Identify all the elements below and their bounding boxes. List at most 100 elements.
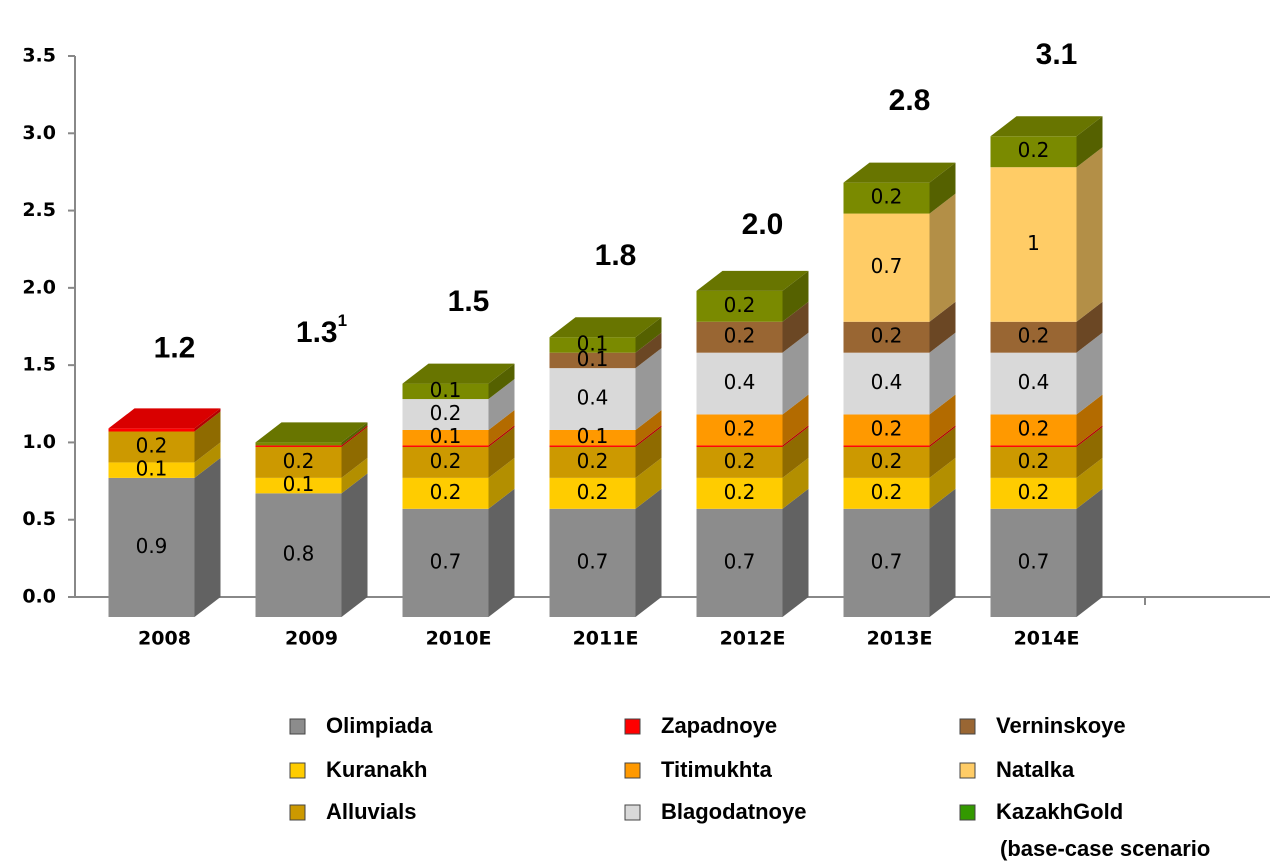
legend-swatch — [959, 718, 976, 735]
legend-label: Blagodatnoye — [661, 799, 806, 824]
legend-swatch — [959, 762, 976, 779]
bar-segment — [990, 446, 1077, 478]
bar-side — [635, 348, 662, 430]
bar-segment — [108, 462, 195, 478]
bar-segment — [549, 429, 636, 446]
bar-side — [488, 379, 515, 430]
data-label: 0.7 — [577, 549, 609, 573]
data-label: 0.2 — [283, 449, 315, 473]
legend-label: Titimukhta — [661, 757, 773, 782]
data-label: 0.4 — [724, 370, 756, 394]
data-label: 0.1 — [577, 347, 609, 371]
bar-side — [635, 332, 662, 369]
bar-segment — [990, 445, 1077, 447]
bar-segment — [696, 477, 783, 509]
total-label: 3.1 — [1036, 38, 1078, 71]
legend-label: Alluvials — [326, 799, 416, 824]
bar-segment — [108, 431, 195, 463]
bar-segment — [843, 352, 930, 415]
bar-segment — [549, 337, 636, 353]
bar-segment — [255, 493, 342, 617]
bar-side — [782, 394, 809, 446]
bar-segment — [549, 508, 636, 617]
bar-segment — [990, 508, 1077, 617]
total-text: 3.1 — [1036, 38, 1078, 71]
legend-note: (base-case scenario — [1000, 836, 1210, 861]
bar-segment — [843, 213, 930, 322]
bar-side — [782, 457, 809, 509]
legend-swatch — [289, 804, 306, 821]
x-tick-label: 2012E — [720, 628, 786, 650]
x-tick-label: 2011E — [573, 628, 639, 650]
total-label: 2.0 — [742, 208, 784, 241]
data-label: 0.4 — [1018, 370, 1050, 394]
bar-segment — [696, 414, 783, 446]
data-label: 0.2 — [871, 449, 903, 473]
bar-segment — [549, 445, 636, 447]
y-tick-label: 2.0 — [22, 276, 56, 298]
legend-label: Olimpiada — [326, 713, 433, 738]
bar-segment — [843, 477, 930, 509]
total-text: 1.8 — [595, 239, 637, 272]
bar-segment — [990, 352, 1077, 415]
data-label: 0.2 — [724, 449, 756, 473]
bar-segment — [990, 167, 1077, 322]
legend-swatch — [289, 762, 306, 779]
bar-segment — [255, 445, 342, 447]
bar-segment — [402, 446, 489, 478]
bar-segment — [402, 508, 489, 617]
bar-side — [635, 426, 662, 478]
bar-side — [782, 270, 809, 322]
legend-swatch — [624, 718, 641, 735]
y-tick-label: 1.0 — [22, 431, 56, 453]
bar-segment — [843, 445, 930, 447]
bar-segment — [696, 352, 783, 415]
y-tick-label: 1.5 — [22, 354, 56, 376]
data-label: 0.2 — [430, 480, 462, 504]
total-label: 1.31 — [296, 312, 347, 349]
bar-side — [782, 425, 809, 447]
bar-side — [782, 426, 809, 478]
bar-segment — [549, 446, 636, 478]
bar-side — [341, 422, 368, 446]
legend-swatch — [624, 804, 641, 821]
bar-segment — [843, 182, 930, 214]
bar-segment — [402, 429, 489, 446]
x-tick-label: 2010E — [426, 628, 492, 650]
bar-side — [929, 488, 956, 617]
bar-side — [1076, 147, 1103, 322]
data-label: 0.2 — [724, 416, 756, 440]
total-footnote: 1 — [338, 312, 347, 331]
data-label: 0.2 — [1018, 416, 1050, 440]
data-label: 0.2 — [136, 433, 168, 457]
data-label: 0.1 — [136, 457, 168, 481]
bar-top — [990, 116, 1103, 137]
data-label: 0.2 — [577, 480, 609, 504]
data-label: 0.2 — [430, 449, 462, 473]
bar-side — [194, 442, 221, 478]
bar-side — [488, 457, 515, 509]
bar-side — [929, 332, 956, 415]
legend-swatch — [624, 762, 641, 779]
bar-side — [635, 425, 662, 447]
bar-segment — [843, 414, 930, 446]
legend-label: KazakhGold — [996, 799, 1123, 824]
data-label: 0.1 — [430, 424, 462, 448]
bar-segment — [843, 446, 930, 478]
data-label: 0.1 — [430, 378, 462, 402]
bar-segment — [549, 368, 636, 430]
bar-top — [108, 408, 221, 429]
data-label: 0.2 — [430, 401, 462, 425]
bar-side — [782, 301, 809, 353]
bar-segment — [696, 321, 783, 353]
legend-swatch — [289, 718, 306, 735]
bar-side — [341, 457, 368, 494]
data-label: 0.8 — [283, 542, 315, 566]
data-label: 0.7 — [871, 254, 903, 278]
bar-top — [549, 317, 662, 338]
bar-top — [255, 422, 368, 443]
bar-side — [341, 425, 368, 447]
x-tick-label: 2013E — [867, 628, 933, 650]
bar-segment — [990, 477, 1077, 509]
